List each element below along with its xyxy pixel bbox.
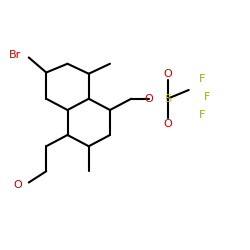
Text: Br: Br	[9, 50, 21, 60]
Text: O: O	[144, 94, 153, 104]
Text: O: O	[163, 69, 172, 79]
Text: F: F	[199, 74, 206, 85]
Text: O: O	[163, 119, 172, 129]
Text: F: F	[204, 92, 211, 102]
Text: O: O	[13, 180, 22, 190]
Text: S: S	[164, 94, 171, 104]
Text: F: F	[199, 110, 206, 120]
